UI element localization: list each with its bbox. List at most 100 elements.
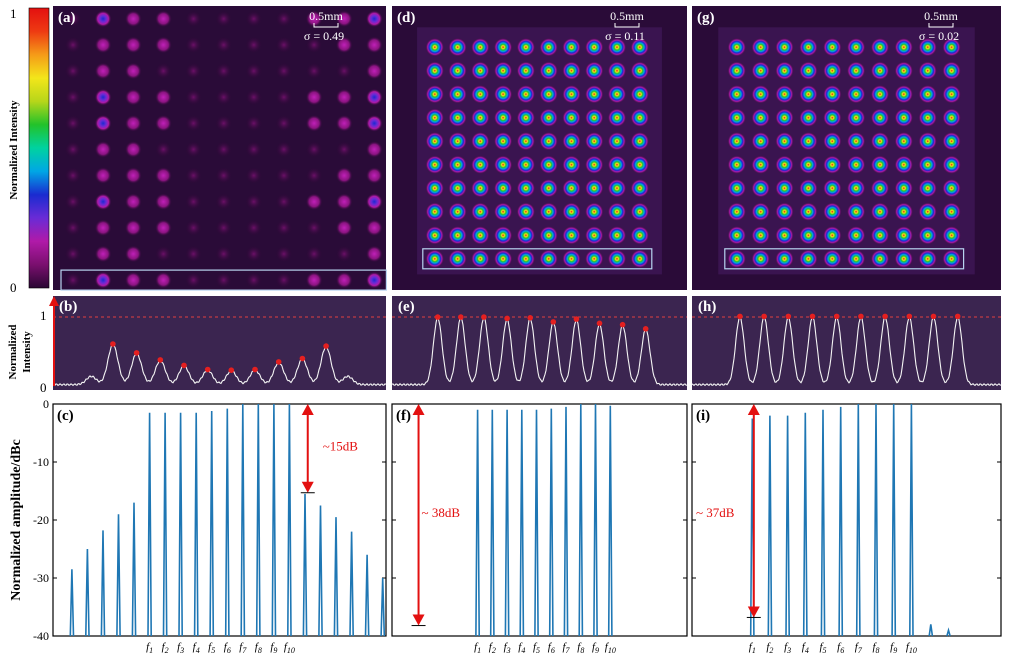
sigma-annotation: σ = 0.02 bbox=[919, 29, 959, 43]
tone-bar bbox=[178, 412, 183, 637]
light-spot bbox=[918, 225, 938, 245]
light-spot bbox=[305, 271, 323, 289]
light-spot bbox=[607, 84, 627, 104]
freq-label: f8 bbox=[255, 641, 262, 655]
light-spot bbox=[154, 219, 172, 237]
peak-marker bbox=[785, 313, 792, 320]
light-spot bbox=[154, 245, 172, 263]
light-spot bbox=[727, 131, 747, 151]
freq-label: f1 bbox=[749, 641, 756, 655]
light-spot bbox=[448, 131, 468, 151]
light-spot bbox=[751, 249, 771, 269]
light-spot bbox=[275, 114, 293, 132]
light-spot bbox=[64, 167, 82, 184]
light-spot bbox=[124, 88, 142, 106]
light-spot bbox=[448, 108, 468, 128]
light-spot bbox=[335, 271, 353, 289]
light-spot bbox=[584, 178, 604, 198]
light-spot bbox=[516, 202, 536, 222]
light-spot bbox=[365, 10, 383, 28]
light-spot bbox=[942, 202, 962, 222]
sigma-annotation: σ = 0.49 bbox=[304, 29, 344, 43]
light-spot bbox=[751, 61, 771, 81]
light-spot bbox=[516, 37, 536, 57]
light-spot bbox=[822, 37, 842, 57]
light-spot bbox=[245, 62, 263, 80]
light-spot bbox=[727, 249, 747, 269]
light-spot bbox=[942, 225, 962, 245]
y-tick-label: -10 bbox=[33, 455, 49, 469]
panel-letter: (d) bbox=[397, 10, 415, 26]
light-spot bbox=[775, 61, 794, 81]
scalebar-label: 0.5mm bbox=[924, 9, 958, 23]
y-tick-label: -30 bbox=[33, 571, 49, 585]
light-spot bbox=[798, 249, 818, 269]
light-spot bbox=[822, 84, 842, 104]
light-spot bbox=[245, 245, 263, 263]
light-spot bbox=[894, 178, 914, 198]
light-spot bbox=[124, 10, 142, 28]
light-spot bbox=[335, 167, 353, 184]
tone-bar bbox=[255, 403, 261, 637]
light-spot bbox=[305, 245, 323, 263]
light-spot bbox=[846, 249, 866, 269]
light-spot bbox=[245, 219, 263, 237]
peak-marker bbox=[228, 367, 235, 374]
light-spot bbox=[607, 178, 627, 198]
freq-label: f6 bbox=[224, 641, 231, 655]
light-spot bbox=[425, 202, 445, 222]
y-tick-label: 0 bbox=[43, 397, 49, 411]
light-spot bbox=[751, 202, 771, 222]
light-spot bbox=[275, 271, 293, 289]
row-selection-box bbox=[422, 248, 653, 270]
freq-label: f5 bbox=[533, 641, 540, 655]
light-spot bbox=[607, 61, 627, 81]
colorbar-max-label: 1 bbox=[10, 6, 17, 21]
light-spot bbox=[516, 249, 536, 269]
freq-label: f7 bbox=[562, 641, 570, 655]
light-spot bbox=[870, 225, 890, 245]
light-spot bbox=[64, 62, 82, 80]
light-spot bbox=[245, 193, 263, 211]
scalebar-line bbox=[313, 23, 339, 28]
scalebar-label: 0.5mm bbox=[309, 9, 343, 23]
tone-bar bbox=[548, 408, 554, 637]
light-spot bbox=[775, 108, 794, 128]
light-spot bbox=[727, 225, 747, 245]
light-spot bbox=[775, 202, 794, 222]
light-spot bbox=[493, 61, 513, 81]
light-spot bbox=[822, 249, 842, 269]
light-spot bbox=[94, 10, 112, 28]
light-spot bbox=[365, 219, 383, 237]
light-spot bbox=[64, 10, 82, 28]
tone-bar bbox=[475, 409, 480, 637]
light-spot bbox=[516, 131, 536, 151]
light-spot bbox=[335, 114, 353, 132]
light-spot bbox=[846, 84, 866, 104]
light-spot bbox=[185, 62, 202, 80]
light-spot bbox=[425, 61, 445, 81]
light-spot bbox=[215, 88, 233, 106]
light-spot bbox=[846, 61, 866, 81]
light-spot bbox=[918, 84, 938, 104]
light-spot bbox=[798, 178, 818, 198]
light-spot bbox=[942, 249, 962, 269]
light-spot bbox=[245, 36, 263, 54]
peak-marker bbox=[550, 319, 557, 325]
spectrum-panel-letter: (i) bbox=[696, 408, 710, 424]
light-spot bbox=[425, 108, 445, 128]
spectrum-axes-box bbox=[691, 403, 1002, 637]
light-spot bbox=[64, 88, 82, 106]
light-spot bbox=[727, 178, 747, 198]
light-spot bbox=[870, 178, 890, 198]
spectrum-axes-box bbox=[52, 403, 387, 637]
light-spot bbox=[493, 225, 513, 245]
light-spot bbox=[215, 114, 233, 132]
light-spot bbox=[493, 108, 513, 128]
light-spot bbox=[918, 178, 938, 198]
light-spot bbox=[775, 249, 794, 269]
spectrum-panel-1: f1 f2 f3 f4 f5 f6 f7 f8 f9 f10 ~ 38dB (f) bbox=[391, 403, 688, 655]
light-spot bbox=[245, 88, 263, 106]
tone-bar bbox=[909, 403, 914, 637]
profile-panel-letter: (e) bbox=[398, 299, 415, 315]
